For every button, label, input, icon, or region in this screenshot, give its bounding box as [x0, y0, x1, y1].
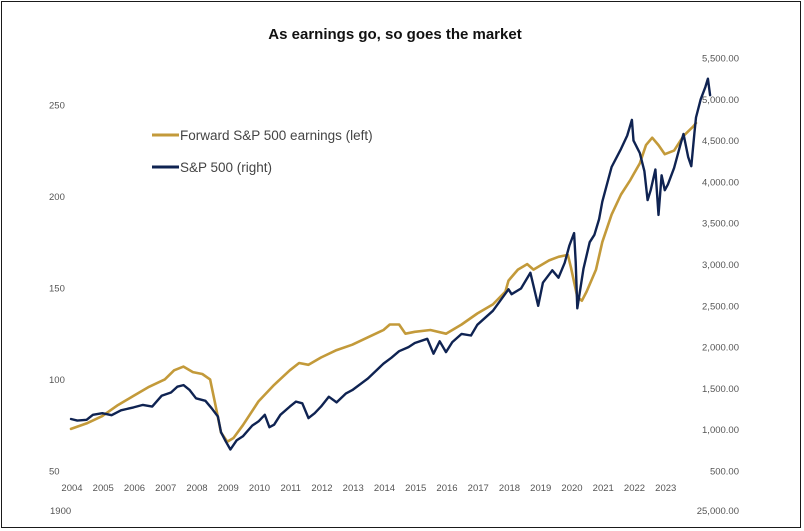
legend-label-earnings: Forward S&P 500 earnings (left): [180, 128, 373, 143]
right-tick-label: 4,000.00: [702, 177, 739, 188]
legend-label-sp500: S&P 500 (right): [180, 160, 272, 175]
left-axis-ticks: 250 200 150 100 50: [49, 100, 65, 477]
right-tick-label: 1,500.00: [702, 384, 739, 395]
x-tick-label: 2022: [624, 483, 645, 494]
right-axis-ticks: 5,500.00 5,000.00 4,500.00 4,000.00 3,500.00…: [702, 54, 739, 478]
x-tick-label: 2018: [499, 483, 520, 494]
earnings-line: [69, 121, 698, 444]
x-tick-label: 2011: [281, 483, 301, 494]
corner-label-right: 25,000.00: [697, 506, 739, 517]
x-tick-label: 2021: [593, 483, 614, 494]
right-tick-label: 3,000.00: [702, 260, 739, 271]
x-axis-ticks: 2004 2005 2006 2007 2008 2009 2010 2011 2012 2013…: [61, 483, 676, 494]
x-tick-label: 2014: [374, 483, 395, 494]
left-tick-label: 50: [49, 467, 60, 478]
x-tick-label: 2008: [186, 483, 207, 494]
corner-label-left: 1900: [50, 506, 71, 517]
right-tick-label: 2,000.00: [702, 343, 739, 354]
x-tick-label: 2004: [61, 483, 82, 494]
x-tick-label: 2020: [561, 483, 582, 494]
left-tick-label: 250: [49, 100, 65, 111]
x-tick-label: 2012: [311, 483, 332, 494]
left-tick-label: 200: [49, 192, 65, 203]
chart-title: As earnings go, so goes the market: [268, 26, 521, 43]
x-tick-label: 2006: [124, 483, 145, 494]
sp500-line: [69, 77, 712, 451]
x-tick-label: 2017: [468, 483, 489, 494]
right-tick-label: 4,500.00: [702, 136, 739, 147]
x-tick-label: 2010: [249, 483, 270, 494]
right-tick-label: 5,000.00: [702, 95, 739, 106]
x-tick-label: 2009: [218, 483, 239, 494]
x-tick-label: 2016: [436, 483, 457, 494]
x-tick-label: 2013: [343, 483, 364, 494]
left-tick-label: 150: [49, 283, 65, 294]
right-tick-label: 3,500.00: [702, 219, 739, 230]
x-tick-label: 2007: [155, 483, 176, 494]
right-tick-label: 2,500.00: [702, 301, 739, 312]
x-tick-label: 2015: [405, 483, 426, 494]
left-tick-label: 100: [49, 375, 65, 386]
x-tick-label: 2019: [530, 483, 551, 494]
x-tick-label: 2023: [655, 483, 676, 494]
x-tick-label: 2005: [93, 483, 114, 494]
legend: Forward S&P 500 earnings (left) S&P 500 …: [152, 128, 373, 175]
right-tick-label: 1,000.00: [702, 425, 739, 436]
right-tick-label: 500.00: [710, 467, 739, 478]
right-tick-label: 5,500.00: [702, 54, 739, 65]
series-layer: [69, 77, 712, 451]
